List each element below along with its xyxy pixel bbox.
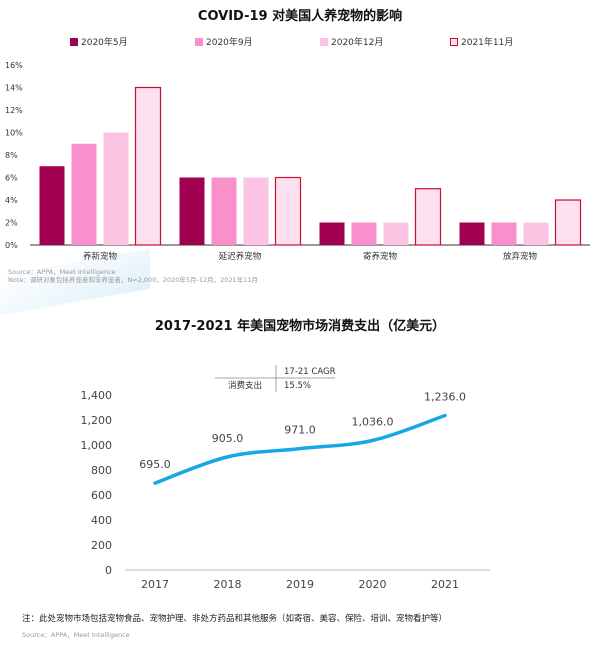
- line-y-tick-label: 200: [91, 539, 112, 552]
- bar-y-tick-label: 6%: [5, 174, 18, 183]
- bar-category-label: 延迟养宠物: [219, 251, 262, 262]
- bar-category-label: 寄养宠物: [363, 251, 398, 262]
- cagr-row-label: 消费支出: [228, 380, 262, 391]
- bar-category-label: 养新宠物: [83, 251, 118, 262]
- bar-y-tick-label: 0%: [5, 241, 18, 250]
- line-chart-source: Source：APPA，Meet Intelligence: [22, 631, 130, 639]
- legend-item-nov-2021: 2021年11月: [450, 35, 513, 48]
- bar-chart-legend: 2020年5月 2020年9月 2020年12月 2021年11月: [0, 35, 600, 49]
- line-chart-note: 注：此处宠物市场包括宠物食品、宠物护理、非处方药品和其他服务（如寄宿、美容、保险…: [22, 614, 448, 624]
- line-x-tick-label: 2020: [359, 578, 387, 591]
- line-data-label: 1,236.0: [424, 391, 466, 404]
- bar-chart: 0% 2% 4% 6% 8% 10% 12% 14% 16% 养新宠物 延迟养宠物 寄养宠物 放弃宠物: [5, 61, 590, 262]
- bar-y-tick-label: 12%: [5, 106, 23, 115]
- bar-y-tick-label: 10%: [5, 129, 23, 138]
- bar-y-tick-label: 2%: [5, 219, 18, 228]
- line-y-tick-label: 400: [91, 514, 112, 527]
- bar-y-tick-label: 8%: [5, 151, 18, 160]
- bar-1-1: [211, 177, 237, 245]
- legend-item-dec-2020: 2020年12月: [320, 35, 383, 48]
- cagr-value: 15.5%: [284, 381, 311, 391]
- line-x-tick-label: 2018: [214, 578, 242, 591]
- bar-3-3: [554, 199, 582, 246]
- line-data-label: 1,036.0: [352, 416, 394, 429]
- bar-3-1: [491, 222, 517, 245]
- line-x-tick-label: 2021: [431, 578, 459, 591]
- line-x-tick-label: 2019: [286, 578, 314, 591]
- legend-item-sep-2020: 2020年9月: [195, 35, 253, 48]
- bar-1-2: [243, 177, 269, 245]
- cagr-header: 17-21 CAGR: [284, 367, 336, 377]
- line-y-tick-label: 800: [91, 464, 112, 477]
- bar-y-tick-label: 16%: [5, 61, 23, 70]
- bar-0-2: [103, 132, 129, 245]
- line-data-label: 971.0: [284, 424, 316, 437]
- legend-swatch: [320, 38, 328, 46]
- bar-1-0: [179, 177, 205, 245]
- line-series: [153, 413, 447, 485]
- bar-2-1: [351, 222, 377, 245]
- line-y-tick-label: 0: [105, 564, 112, 577]
- bar-category-label: 放弃宠物: [503, 251, 538, 262]
- line-y-tick-label: 600: [91, 489, 112, 502]
- bar-2-2: [383, 222, 409, 245]
- bar-y-tick-label: 4%: [5, 196, 18, 205]
- bar-3-0: [459, 222, 485, 245]
- bar-0-3: [134, 86, 162, 246]
- legend-swatch: [195, 38, 203, 46]
- line-data-label: 905.0: [212, 432, 244, 445]
- legend-item-may-2020: 2020年5月: [70, 35, 128, 48]
- legend-swatch: [70, 38, 78, 46]
- bar-3-2: [523, 222, 549, 245]
- bar-2-3: [414, 188, 442, 246]
- bar-chart-title: COVID-19 对美国人养宠物的影响: [197, 9, 403, 24]
- line-x-tick-label: 2017: [141, 578, 169, 591]
- bar-y-tick-label: 14%: [5, 84, 23, 93]
- bar-0-0: [39, 166, 65, 245]
- line-y-tick-label: 1,200: [81, 414, 113, 427]
- line-data-label: 695.0: [139, 458, 171, 471]
- line-chart-title: 2017-2021 年美国宠物市场消费支出（亿美元）: [154, 319, 446, 334]
- legend-swatch: [450, 38, 458, 46]
- bar-1-3: [274, 176, 302, 246]
- bar-chart-source: Source：APPA，Meet Intelligence: [8, 268, 116, 276]
- bar-chart-note: Note：调研对象包括养宠者和非养宠者，N=2,000，2020年5月-12月，…: [8, 276, 258, 284]
- bar-2-0: [319, 222, 345, 245]
- line-chart: 0 200 400 600 800 1,000 1,200 1,400 2017 2018 2019…: [81, 365, 490, 591]
- line-y-tick-label: 1,000: [81, 439, 113, 452]
- line-y-tick-label: 1,400: [81, 389, 113, 402]
- bar-0-1: [71, 143, 97, 245]
